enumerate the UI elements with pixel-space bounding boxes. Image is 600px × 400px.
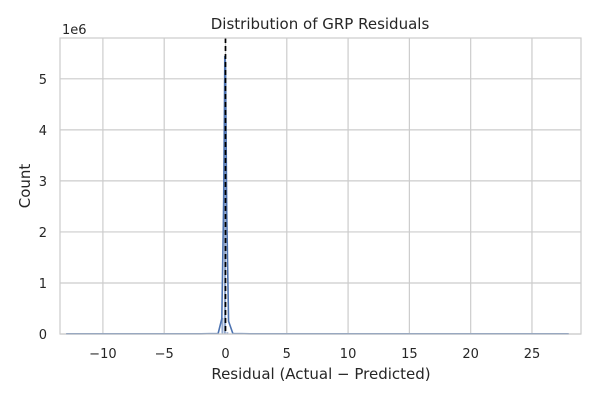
- kde-curve: [66, 55, 569, 335]
- y-tick-label: 1: [39, 277, 47, 292]
- x-tick-label: −10: [89, 347, 116, 362]
- chart-title: Distribution of GRP Residuals: [211, 15, 430, 33]
- y-tick-label: 2: [39, 226, 47, 241]
- y-axis-label: Count: [16, 164, 34, 209]
- x-tick-label: 5: [283, 347, 291, 362]
- y-offset-text: 1e6: [62, 23, 87, 38]
- x-tick-label: −5: [155, 347, 174, 362]
- y-tick-label: 5: [39, 73, 47, 88]
- x-tick-label: 10: [340, 347, 357, 362]
- x-tick-labels: −10 −5 0 5 10 15 20 25: [89, 347, 540, 362]
- y-tick-label: 0: [39, 328, 47, 343]
- x-axis-label: Residual (Actual − Predicted): [211, 365, 430, 383]
- grid-layer: [60, 38, 581, 335]
- x-tick-label: 15: [401, 347, 418, 362]
- y-tick-labels: 0 1 2 3 4 5: [39, 73, 47, 343]
- x-tick-label: 0: [221, 347, 229, 362]
- y-tick-label: 4: [39, 124, 47, 139]
- y-tick-label: 3: [39, 175, 47, 190]
- plot-frame: [59, 37, 582, 335]
- x-tick-label: 20: [462, 347, 479, 362]
- x-tick-label: 25: [524, 347, 541, 362]
